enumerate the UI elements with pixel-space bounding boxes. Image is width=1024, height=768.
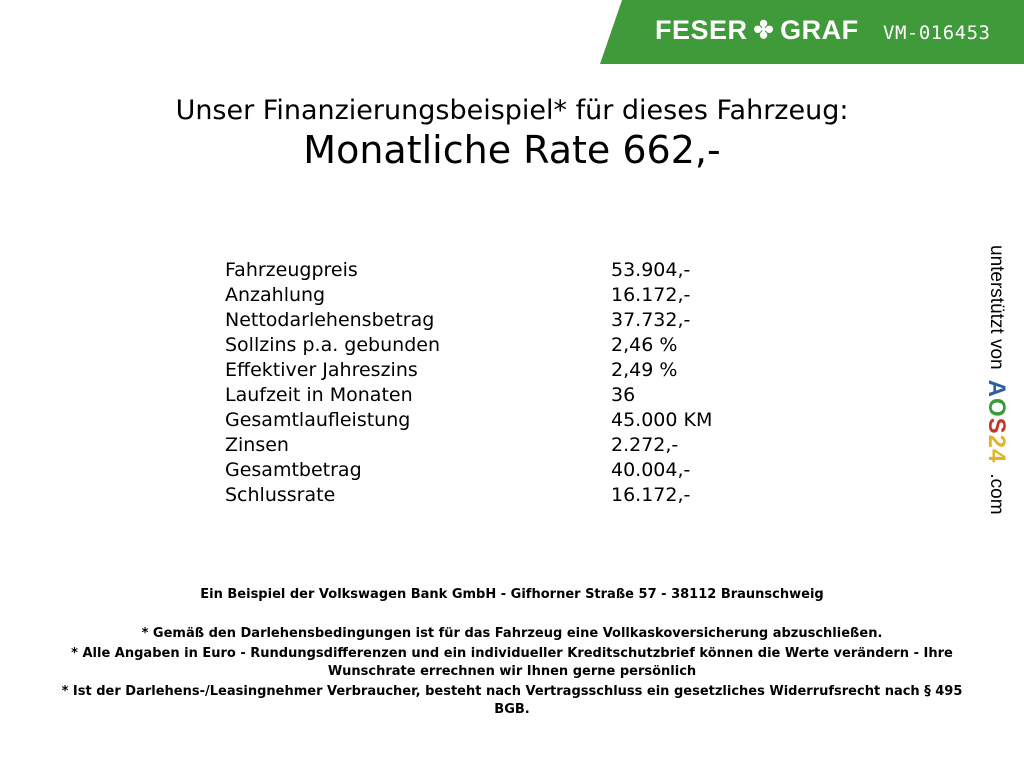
table-row: Anzahlung 16.172,- [225,283,712,308]
row-value: 37.732,- [611,309,691,331]
table-row: Fahrzeugpreis 53.904,- [225,258,712,283]
finance-table: Fahrzeugpreis 53.904,- Anzahlung 16.172,- Ne… [225,258,712,508]
row-value: 2.272,- [611,434,679,456]
supported-by-label: unterstützt von [986,245,1007,370]
row-value: 2,46 % [611,334,678,356]
table-row: Laufzeit in Monaten 36 [225,383,712,408]
brand-logo: FESER ✤ GRAF [655,15,859,46]
row-value: 36 [611,384,636,406]
row-label: Fahrzeugpreis [225,259,358,281]
table-row: Effektiver Jahreszins 2,49 % [225,358,712,383]
footnotes: * Gemäß den Darlehensbedingungen ist für… [50,625,974,721]
table-row: Schlussrate 16.172,- [225,483,712,508]
supported-by-domain: .com [986,473,1007,515]
row-label: Laufzeit in Monaten [225,384,413,406]
row-label: Schlussrate [225,484,336,506]
row-label: Nettodarlehensbetrag [225,309,435,331]
footnote: * Ist der Darlehens-/Leasingnehmer Verbr… [61,684,963,717]
row-value: 2,49 % [611,359,678,381]
footnote: * Gemäß den Darlehensbedingungen ist für… [141,626,883,641]
row-label: Sollzins p.a. gebunden [225,334,440,356]
row-label: Anzahlung [225,284,326,306]
row-label: Gesamtbetrag [225,459,362,481]
row-label: Effektiver Jahreszins [225,359,418,381]
vehicle-id: VM-016453 [883,22,991,44]
brand-banner [600,0,1024,64]
brand-left: FESER [655,15,748,45]
row-value: 53.904,- [611,259,691,281]
bank-info: Ein Beispiel der Volkswagen Bank GmbH - … [200,587,824,602]
table-row: Sollzins p.a. gebunden 2,46 % [225,333,712,358]
row-value: 16.172,- [611,284,691,306]
monthly-rate-heading: Monatliche Rate 662,- [303,128,721,172]
row-value: 40.004,- [611,459,691,481]
row-value: 45.000 KM [611,409,713,431]
table-row: Zinsen 2.272,- [225,433,712,458]
row-label: Gesamtlaufleistung [225,409,411,431]
brand-right: GRAF [780,15,859,45]
aos24-logo: AOS24 [983,379,1010,464]
footnote: * Alle Angaben in Euro - Rundungsdiffere… [71,646,953,679]
row-label: Zinsen [225,434,289,456]
table-row: Nettodarlehensbetrag 37.732,- [225,308,712,333]
heading-intro: Unser Finanzierungsbeispiel* für dieses … [175,95,849,126]
row-value: 16.172,- [611,484,691,506]
table-row: Gesamtlaufleistung 45.000 KM [225,408,712,433]
supported-by: unterstützt von AOS24 .com [982,245,1010,515]
table-row: Gesamtbetrag 40.004,- [225,458,712,483]
clover-icon: ✤ [753,16,775,44]
